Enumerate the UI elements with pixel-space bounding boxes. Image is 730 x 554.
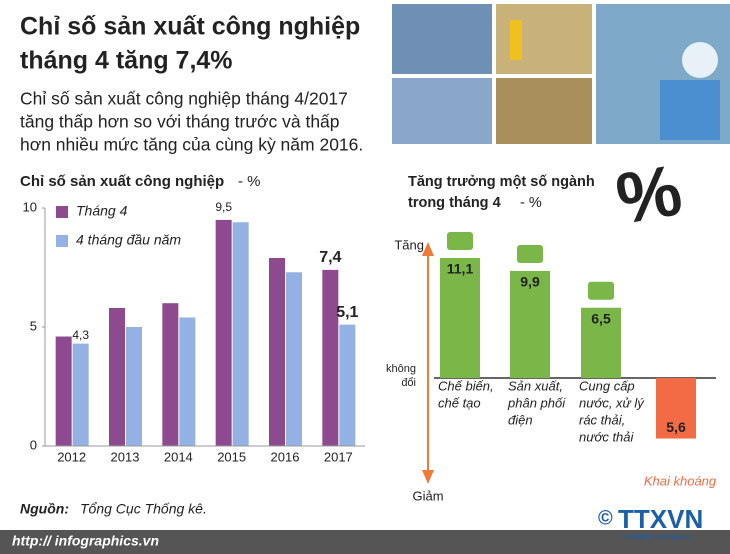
category-label: Cung cấp (579, 378, 635, 393)
lead-line: tăng thấp hơn so với tháng trước và thấp (20, 112, 340, 132)
chart-title: trong tháng 4 (408, 195, 501, 211)
y-tick-label: 5 (30, 318, 37, 333)
title-line: tháng 4 tăng 7,4% (20, 47, 233, 75)
title-line: Chỉ số sản xuất công nghiệp (20, 13, 360, 41)
url: http:// infographics.vn (12, 533, 159, 549)
legend-swatch (56, 235, 68, 247)
icon (588, 281, 614, 300)
arrow-head (422, 470, 434, 484)
copyright: © (598, 507, 613, 529)
logo-sub: Vietnam News Agency (622, 534, 692, 541)
value-label: 7,4 (319, 249, 341, 266)
bar (339, 324, 356, 446)
bar (269, 257, 285, 446)
x-tick-label: 2012 (57, 449, 86, 464)
value-label: 6,5 (591, 310, 611, 326)
bar (322, 269, 339, 446)
percent-icon: % (611, 150, 688, 240)
arrow-head (422, 242, 434, 256)
bar (109, 307, 125, 446)
photo-collage (392, 4, 730, 144)
category-label-negative: Khai khoáng (644, 473, 717, 488)
axis-label: Giảm (412, 488, 443, 503)
value-label: 9,9 (520, 274, 540, 290)
category-label: rác thải, (579, 412, 625, 427)
axis-label: không (386, 363, 416, 375)
source-label: Nguồn: (20, 501, 69, 517)
y-tick-label: 10 (23, 199, 37, 214)
category-label: Chế biến, (438, 378, 494, 393)
category-label: nước thải (579, 429, 635, 444)
bar (55, 336, 72, 446)
axis-label: đổi (401, 377, 416, 389)
x-tick-label: 2014 (164, 449, 193, 464)
legend-label: 4 tháng đầu năm (76, 232, 181, 248)
bar (286, 272, 302, 446)
x-tick-label: 2017 (324, 449, 353, 464)
chart-title: Chỉ số sản xuất công nghiệp (20, 173, 224, 190)
bar (162, 303, 179, 446)
category-label: điện (508, 412, 533, 427)
source: Tổng Cục Thống kê. (80, 501, 207, 517)
value-label: 4,3 (72, 328, 89, 342)
category-label: nước, xử lý (579, 395, 645, 410)
bar (510, 270, 550, 378)
logo: TTXVN (618, 504, 703, 534)
chart-unit: - % (238, 173, 261, 190)
x-tick-label: 2013 (111, 449, 140, 464)
x-tick-label: 2016 (271, 449, 300, 464)
bar (126, 327, 142, 446)
value-label: 9,5 (215, 200, 232, 214)
y-tick-label: 0 (30, 437, 37, 452)
lead-line: Chỉ số sản xuất công nghiệp tháng 4/2017 (20, 89, 348, 109)
bar (656, 378, 696, 439)
lead-line: hơn nhiều mức tăng của cùng kỳ năm 2016. (20, 135, 363, 155)
bar (581, 307, 621, 378)
legend-swatch (56, 206, 68, 218)
bar (440, 258, 480, 378)
bar (215, 219, 232, 446)
bar (72, 343, 89, 446)
value-label: 11,1 (447, 261, 474, 277)
x-tick-label: 2015 (217, 449, 246, 464)
icon (517, 244, 543, 263)
category-label: Sản xuất, (508, 378, 563, 393)
value-label: 5,6 (666, 419, 686, 435)
bar (232, 222, 249, 446)
legend-label: Tháng 4 (76, 203, 128, 219)
category-label: phân phối (507, 395, 566, 410)
category-label: chế tạo (438, 395, 481, 410)
icon (447, 232, 473, 250)
footer-band (0, 530, 730, 554)
value-label: 5,1 (336, 304, 358, 321)
chart-unit: - % (520, 195, 542, 211)
bar (179, 317, 196, 446)
chart-title: Tăng trưởng một số ngành (408, 174, 595, 190)
axis-label: Tăng (394, 237, 424, 252)
